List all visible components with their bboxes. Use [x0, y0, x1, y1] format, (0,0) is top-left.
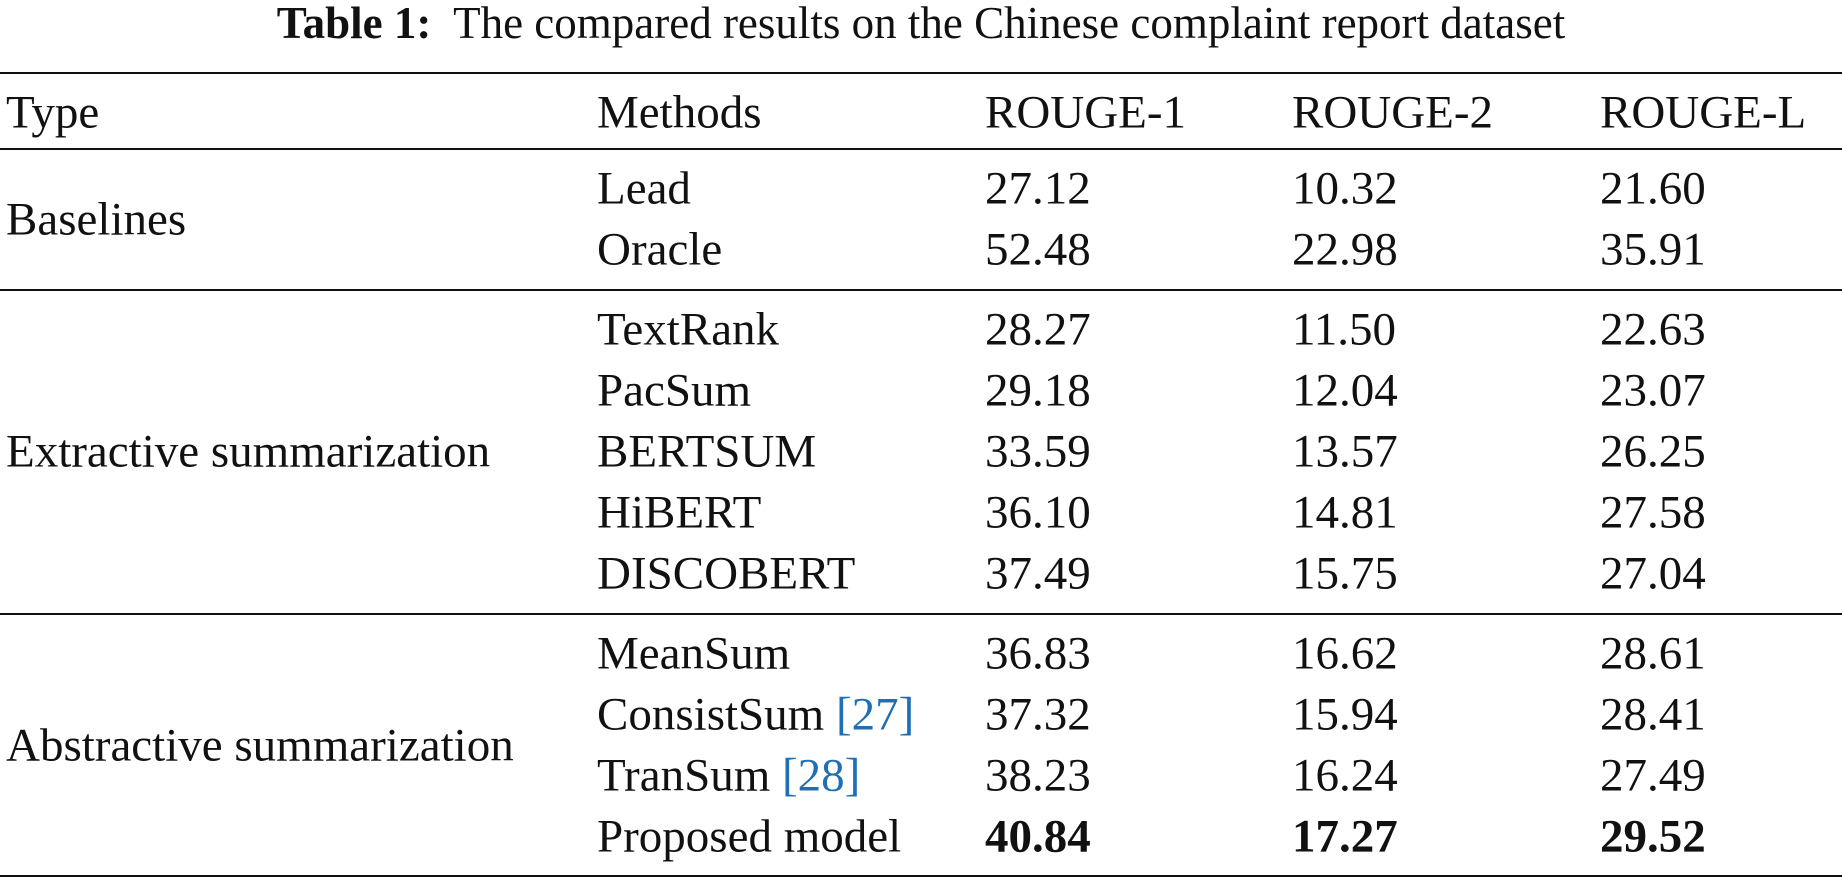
caption: Table 1: The compared results on the Chi…	[0, 0, 1842, 46]
group-type: Extractive summarization	[6, 425, 491, 478]
value-cell: 36.83	[985, 627, 1091, 680]
method-name: HiBERT	[597, 486, 762, 539]
value-cell: 23.07	[1600, 364, 1706, 417]
value-cell: 28.41	[1600, 688, 1706, 741]
method-cell: TextRank	[597, 303, 780, 356]
method-cell: BERTSUM	[597, 425, 817, 478]
value-cell: 37.49	[985, 547, 1091, 600]
value-cell: 17.27	[1292, 810, 1398, 863]
header-cell: ROUGE-1	[985, 86, 1187, 139]
method-cell: Proposed model	[597, 810, 902, 863]
value-cell: 27.04	[1600, 547, 1706, 600]
value-cell: 40.84	[985, 810, 1091, 863]
value-cell: 11.50	[1292, 303, 1397, 356]
method-cell: DISCOBERT	[597, 547, 856, 600]
caption-label: Table 1:	[276, 0, 432, 48]
value-cell: 35.91	[1600, 223, 1706, 276]
method-name: Oracle	[597, 223, 723, 276]
method-cell: PacSum	[597, 364, 752, 417]
group-type: Abstractive summarization	[6, 719, 514, 771]
header-cell: ROUGE-2	[1292, 86, 1494, 139]
method-cell: HiBERT	[597, 486, 762, 539]
method-cell: Oracle	[597, 223, 723, 276]
method-name: Lead	[597, 162, 691, 215]
value-cell: 28.27	[985, 303, 1091, 356]
value-cell: 29.52	[1600, 810, 1706, 863]
header-cell: Type	[6, 86, 100, 139]
method-cell: ConsistSum [27]	[597, 688, 915, 741]
value-cell: 28.61	[1600, 627, 1706, 680]
caption-text: The compared results on the Chinese comp…	[453, 0, 1566, 48]
citation[interactable]: [27]	[836, 688, 915, 741]
rule	[0, 289, 1842, 291]
value-cell: 22.98	[1292, 223, 1398, 276]
header-cell: Methods	[597, 86, 762, 139]
value-cell: 27.58	[1600, 486, 1706, 539]
header-cell: ROUGE-L	[1600, 86, 1807, 139]
rule	[0, 613, 1842, 615]
method-cell: Lead	[597, 162, 691, 215]
method-name: TranSum	[597, 749, 771, 802]
method-name: MeanSum	[597, 627, 791, 680]
value-cell: 12.04	[1292, 364, 1398, 417]
value-cell: 13.57	[1292, 425, 1398, 478]
value-cell: 21.60	[1600, 162, 1706, 215]
value-cell: 15.94	[1292, 688, 1398, 741]
value-cell: 16.62	[1292, 627, 1398, 680]
method-cell: MeanSum	[597, 627, 791, 680]
value-cell: 38.23	[985, 749, 1091, 802]
rule	[0, 875, 1842, 877]
value-cell: 14.81	[1292, 486, 1398, 539]
value-cell: 15.75	[1292, 547, 1398, 600]
method-cell: TranSum [28]	[597, 749, 861, 802]
group-type: Baselines	[6, 193, 187, 245]
value-cell: 16.24	[1292, 749, 1398, 802]
value-cell: 26.25	[1600, 425, 1706, 478]
method-name: Proposed model	[597, 810, 902, 863]
method-name: ConsistSum	[597, 688, 825, 741]
value-cell: 52.48	[985, 223, 1091, 276]
method-name: BERTSUM	[597, 425, 817, 478]
method-name: PacSum	[597, 364, 752, 417]
value-cell: 27.12	[985, 162, 1091, 215]
value-cell: 33.59	[985, 425, 1091, 478]
rule	[0, 148, 1842, 150]
value-cell: 22.63	[1600, 303, 1706, 356]
value-cell: 36.10	[985, 486, 1091, 539]
rule	[0, 72, 1842, 74]
citation[interactable]: [28]	[782, 749, 861, 802]
value-cell: 37.32	[985, 688, 1091, 741]
method-name: DISCOBERT	[597, 547, 856, 600]
value-cell: 29.18	[985, 364, 1091, 417]
value-cell: 10.32	[1292, 162, 1398, 215]
value-cell: 27.49	[1600, 749, 1706, 802]
method-name: TextRank	[597, 303, 780, 356]
